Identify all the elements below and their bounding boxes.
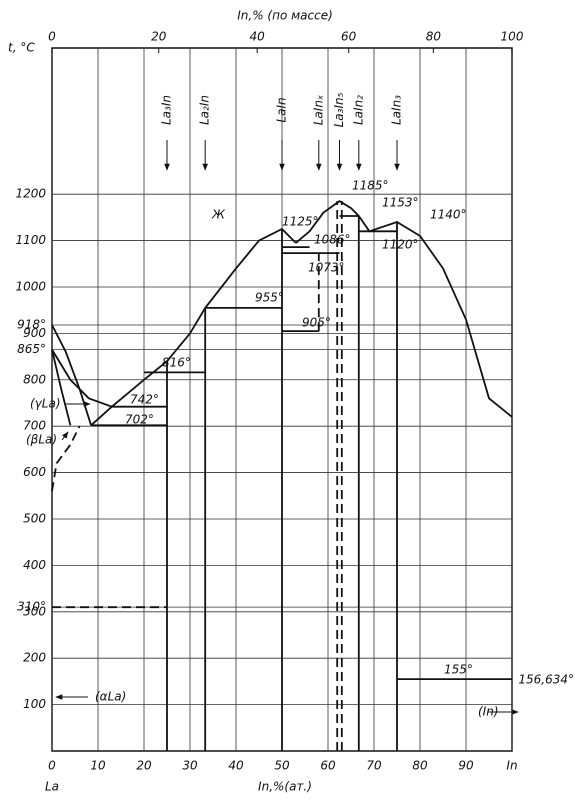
- phase-boundary: [295, 200, 513, 418]
- y-tick-label: 100: [23, 697, 46, 711]
- x-tick-label: 10: [90, 759, 106, 773]
- y-tick-label: 800: [23, 372, 46, 386]
- annotation: 1125°: [282, 215, 319, 229]
- y-tick-label: 1100: [15, 233, 46, 247]
- compound-label: La₃In₅: [332, 92, 346, 127]
- annotation: 816°: [162, 356, 191, 370]
- phase-boundary: [51, 349, 113, 408]
- compound-label: LaIn₂: [351, 95, 365, 125]
- phase-boundary: [51, 324, 92, 426]
- annotation: 702°: [125, 413, 154, 427]
- compound-label: LaInₓ: [311, 95, 325, 126]
- x2-tick-label: 100: [501, 30, 524, 44]
- phase-boundary: [51, 425, 81, 492]
- annotation: 155°: [444, 663, 473, 677]
- annotation: 1185°: [352, 179, 389, 193]
- annotation: 1086°: [314, 233, 351, 247]
- top-axis-title: In,% (по массе): [237, 9, 333, 23]
- y-tick-label: 600: [23, 465, 46, 479]
- y-tick-label: 200: [23, 651, 46, 665]
- x2-tick-label: 60: [341, 30, 357, 44]
- annotation: (In): [478, 705, 499, 719]
- y-tick-label: 500: [23, 511, 46, 525]
- x-axis-title: In,%(ат.): [258, 780, 312, 794]
- y-tick-label: 918°: [17, 318, 46, 332]
- x2-tick-label: 40: [250, 30, 266, 44]
- annotation: 156,634°: [518, 673, 574, 687]
- y-tick-label: 900: [23, 326, 46, 340]
- x2-tick-label: 20: [151, 30, 167, 44]
- annotation: (αLa): [95, 690, 126, 704]
- x-tick-label: 40: [228, 759, 244, 773]
- x2-tick-label: 80: [426, 30, 442, 44]
- x-tick-label: 0: [48, 759, 56, 773]
- y-tick-label: 400: [23, 558, 46, 572]
- annotation: (βLa): [26, 433, 57, 447]
- x-tick-label: In: [506, 759, 517, 773]
- x-tick-label: 90: [458, 759, 474, 773]
- plot: 100200300310°400500600700800865°900918°1…: [15, 30, 574, 773]
- y-tick-label: 310°: [17, 600, 46, 614]
- y-tick-label: 1200: [15, 187, 46, 201]
- left-component: La: [45, 780, 59, 794]
- annotation: 1073°: [308, 261, 345, 275]
- x-tick-label: 60: [320, 759, 336, 773]
- x-tick-label: 50: [274, 759, 290, 773]
- annotation: Ж: [211, 208, 226, 222]
- annotation: 1120°: [382, 238, 419, 252]
- compound-label: La₂In: [198, 95, 212, 125]
- y-tick-label: 865°: [17, 342, 46, 356]
- annotation: 742°: [130, 393, 159, 407]
- phase-boundary: [51, 349, 72, 426]
- x-tick-label: 80: [412, 759, 428, 773]
- annotation: 905°: [302, 316, 331, 330]
- x-tick-label: 20: [136, 759, 152, 773]
- x2-tick-label: 0: [48, 30, 56, 44]
- annotation: 955°: [255, 291, 284, 305]
- compound-label: La₃In: [160, 95, 174, 125]
- y-axis-title: t, °C: [8, 41, 35, 55]
- y-tick-label: 700: [23, 419, 46, 433]
- arrow: [61, 431, 69, 441]
- compound-label: LaIn₃: [390, 95, 404, 125]
- compound-label: LaIn: [275, 97, 289, 122]
- annotation: 1140°: [430, 208, 467, 222]
- phase-boundary: [90, 227, 297, 426]
- y-tick-label: 1000: [15, 279, 46, 293]
- x-tick-label: 70: [366, 759, 382, 773]
- x-tick-label: 30: [182, 759, 198, 773]
- y-tick-label: 300: [23, 604, 46, 618]
- annotation: (γLa): [30, 397, 61, 411]
- annotation: 1153°: [382, 196, 419, 210]
